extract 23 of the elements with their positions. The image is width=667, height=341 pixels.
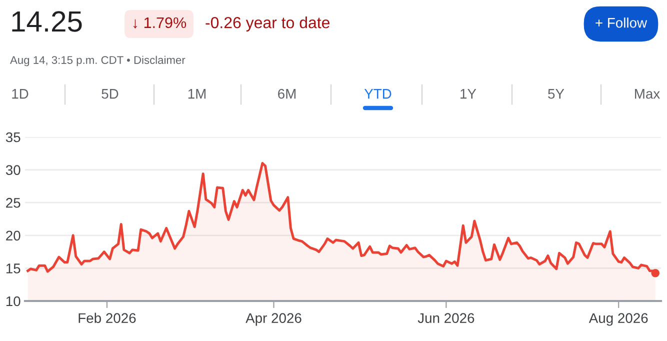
- text: 1Y: [460, 89, 476, 99]
- y-tick-label: 35: [6, 132, 20, 142]
- text: 5Y: [548, 89, 564, 99]
- y-tick-label: 25: [6, 198, 20, 208]
- x-tick-label: Feb 2026: [78, 312, 136, 324]
- y-tick-label: 15: [6, 264, 20, 274]
- chart-subtitle: Aug 14, 3:15 p.m. CDT • Disclaimer: [10, 56, 186, 66]
- y-tick-label: 10: [6, 296, 20, 306]
- text: YTD: [364, 89, 392, 99]
- chart-title: 14.25: [12, 11, 82, 32]
- x-tick-label: Aug 2026: [588, 313, 648, 326]
- y-tick-label: 20: [6, 230, 20, 241]
- x-tick-label: Apr 2026: [246, 313, 302, 326]
- text: 6M: [278, 88, 296, 99]
- text: + Follow: [596, 18, 648, 28]
- text: 5D: [102, 89, 118, 99]
- text: 1M: [188, 89, 206, 99]
- y-tick-label: 30: [6, 165, 20, 175]
- x-tick-label: Jun 2026: [418, 313, 474, 324]
- text: -0.26 year to date: [206, 16, 330, 32]
- text: Max: [635, 89, 660, 99]
- text: 1D: [12, 89, 28, 99]
- text: ↓ 1.79%: [133, 17, 186, 28]
